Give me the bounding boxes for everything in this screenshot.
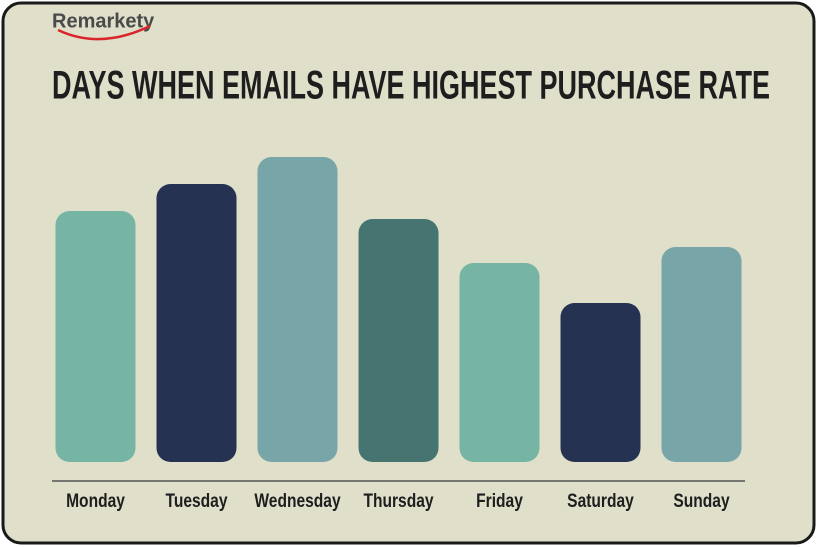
bar xyxy=(661,247,742,462)
bar xyxy=(55,211,136,462)
logo-swoosh xyxy=(57,24,151,41)
x-tick-label: Sunday xyxy=(673,490,730,512)
bar xyxy=(156,184,237,462)
bar xyxy=(459,263,540,462)
bar xyxy=(358,219,439,462)
x-tick-label: Saturday xyxy=(567,490,634,512)
chart-title: DAYS WHEN EMAILS HAVE HIGHEST PURCHASE R… xyxy=(52,64,770,108)
x-tick-label: Friday xyxy=(476,490,523,512)
x-tick-label: Tuesday xyxy=(165,490,227,512)
x-tick-label: Thursday xyxy=(363,490,433,512)
x-tick-label: Wednesday xyxy=(254,490,341,512)
x-tick-label: Monday xyxy=(66,490,125,512)
bar xyxy=(560,303,641,462)
brand-logo: Remarkety xyxy=(52,10,155,32)
bar xyxy=(257,157,338,462)
